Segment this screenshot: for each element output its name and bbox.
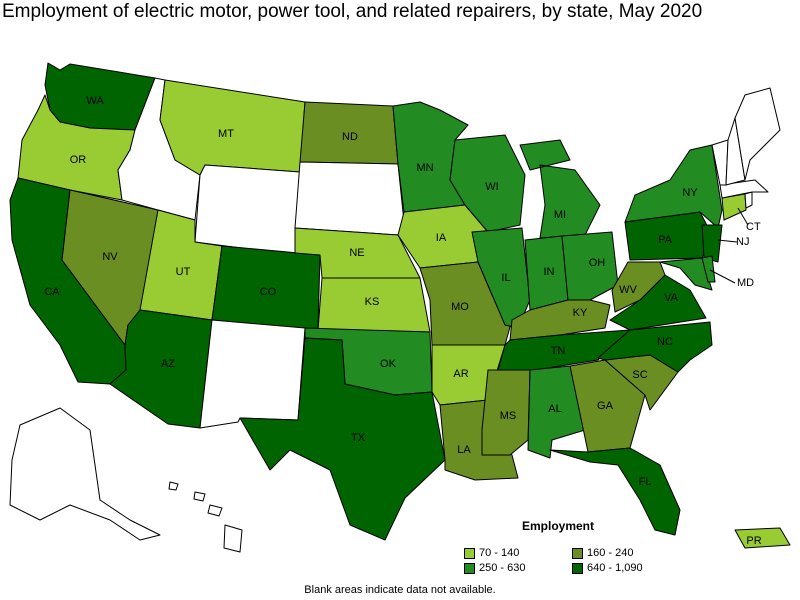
state-hi[interactable] [168,481,243,553]
md-pointer-line [709,269,736,284]
state-label-ky: KY [573,307,588,319]
state-label-md: MD [737,277,754,289]
state-label-az: AZ [161,358,175,370]
state-label-pa: PA [658,234,673,246]
legend-swatch-4 [572,562,583,574]
legend-swatch-2 [572,547,583,559]
legend-item-1: 70 - 140 [464,547,519,559]
legend-label-3: 250 - 630 [479,562,526,574]
state-label-fl: FL [639,476,652,488]
state-wv[interactable] [611,261,666,313]
state-oh[interactable] [561,231,619,301]
state-label-mi: MI [554,209,566,221]
state-mi[interactable] [519,139,601,239]
state-label-or: OR [70,154,87,166]
state-label-ne: NE [349,247,364,259]
state-label-il: IL [501,272,510,284]
state-ak[interactable] [9,407,161,541]
state-label-mn: MN [416,162,433,174]
legend-item-2: 160 - 240 [572,547,633,559]
state-label-nj: NJ [736,236,749,248]
legend-swatch-3 [464,562,475,574]
footnote: Blank areas indicate data not available. [304,584,496,596]
state-pr[interactable] [734,527,791,549]
legend-item-3: 250 - 630 [464,562,525,574]
state-label-ok: OK [380,358,397,370]
state-label-va: VA [664,292,679,304]
state-label-ia: IA [436,232,447,244]
legend-label-2: 160 - 240 [587,547,634,559]
legend-item-4: 640 - 1,090 [572,562,643,574]
state-label-in: IN [544,266,555,278]
state-md[interactable] [659,257,713,291]
state-label-wi: WI [485,181,498,193]
map-title: Employment of electric motor, power tool… [2,1,703,22]
state-fl[interactable] [549,447,681,536]
state-label-ar: AR [453,368,468,380]
state-label-ga: GA [597,400,614,412]
ct-pointer-line [737,207,749,226]
nj-pointer-line [717,239,738,243]
state-nm[interactable] [199,319,306,429]
state-ga[interactable] [569,359,646,453]
state-de[interactable] [701,255,716,283]
state-nj[interactable] [701,224,723,263]
legend-label-1: 70 - 140 [479,547,520,559]
state-hi-group[interactable] [168,481,243,553]
state-label-nd: ND [342,131,358,143]
state-label-ut: UT [176,266,191,278]
state-label-ca: CA [44,286,60,298]
state-ma[interactable] [719,179,769,199]
state-label-mo: MO [451,301,469,313]
state-label-pr: PR [746,535,761,547]
state-label-sc: SC [632,369,647,381]
state-label-wv: WV [619,284,637,296]
state-tx[interactable] [239,337,446,541]
state-wy[interactable] [194,164,301,256]
state-label-ct: CT [746,221,761,233]
state-wi[interactable] [449,134,526,233]
state-label-nv: NV [102,251,118,263]
state-nc[interactable] [597,321,713,373]
state-label-nc: NC [657,336,673,348]
state-label-tn: TN [551,345,566,357]
state-label-mt: MT [218,128,234,140]
state-label-ks: KS [365,296,380,308]
state-label-wa: WA [86,95,104,107]
state-ri[interactable] [744,191,753,209]
legend-title: Employment [522,519,595,533]
state-sd[interactable] [294,161,405,236]
state-label-oh: OH [589,257,606,269]
state-label-ny: NY [682,187,698,199]
state-ny[interactable] [624,144,723,229]
state-label-co: CO [260,286,277,298]
legend-swatch-1 [464,547,475,559]
state-label-al: AL [548,403,561,415]
state-label-tx: TX [351,432,366,444]
state-me[interactable] [734,87,781,181]
legend-label-4: 640 - 1,090 [587,562,643,574]
state-label-la: LA [457,444,471,456]
state-label-ms: MS [500,410,517,422]
